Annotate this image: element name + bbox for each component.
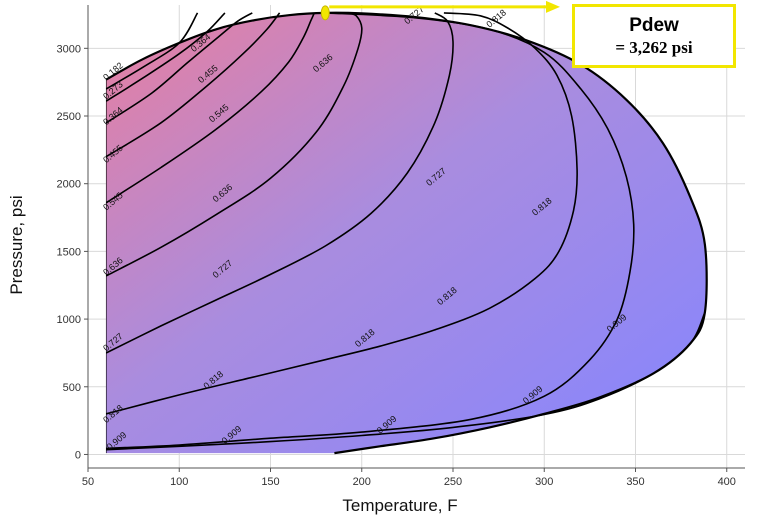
x-tick-label: 300 — [535, 476, 553, 488]
contour-line-0-182 — [105, 12, 199, 90]
x-tick-label: 50 — [82, 476, 94, 488]
y-tick-label: 1500 — [57, 246, 81, 258]
x-tick-label: 150 — [261, 476, 279, 488]
y-axis-title: Pressure, psi — [7, 195, 26, 294]
pdew-marker — [320, 5, 330, 21]
pdew-arrow-head — [546, 0, 560, 13]
envelope-fill — [106, 12, 707, 454]
contour-line-0-909 — [106, 12, 635, 450]
tick-labels: 50 100 150 200 250 300 350 400 0 500 1000 1500 2000 2… — [57, 43, 736, 488]
x-axis-title: Temperature, F — [342, 496, 457, 515]
contour-line-0-545 — [105, 12, 316, 204]
y-tick-label: 2500 — [57, 111, 81, 123]
contour-line-0-909 — [106, 311, 706, 451]
contour-line-0-727 — [105, 12, 454, 354]
contour-line-0-455 — [105, 12, 281, 158]
callout-value: = 3,262 psi — [615, 37, 693, 57]
y-tick-label: 3000 — [57, 43, 81, 55]
y-tick-label: 0 — [75, 449, 81, 461]
callout-title: Pdew — [629, 14, 679, 36]
x-tick-label: 200 — [353, 476, 371, 488]
quality-contours — [105, 12, 706, 451]
x-tick-label: 100 — [170, 476, 188, 488]
x-tick-label: 250 — [444, 476, 462, 488]
contour-line-0-636 — [105, 12, 363, 277]
y-tick-label: 1000 — [57, 314, 81, 326]
x-tick-label: 400 — [718, 476, 736, 488]
contour-line-0-364 — [105, 12, 253, 124]
pdew-callout: Pdew = 3,262 psi — [572, 4, 736, 68]
y-tick-label: 2000 — [57, 179, 81, 191]
contour-line-0-818 — [106, 12, 578, 415]
x-tick-label: 350 — [626, 476, 644, 488]
y-tick-label: 500 — [63, 382, 81, 394]
contour-line-0-273 — [105, 12, 226, 102]
dew-point-annotation — [320, 0, 560, 21]
